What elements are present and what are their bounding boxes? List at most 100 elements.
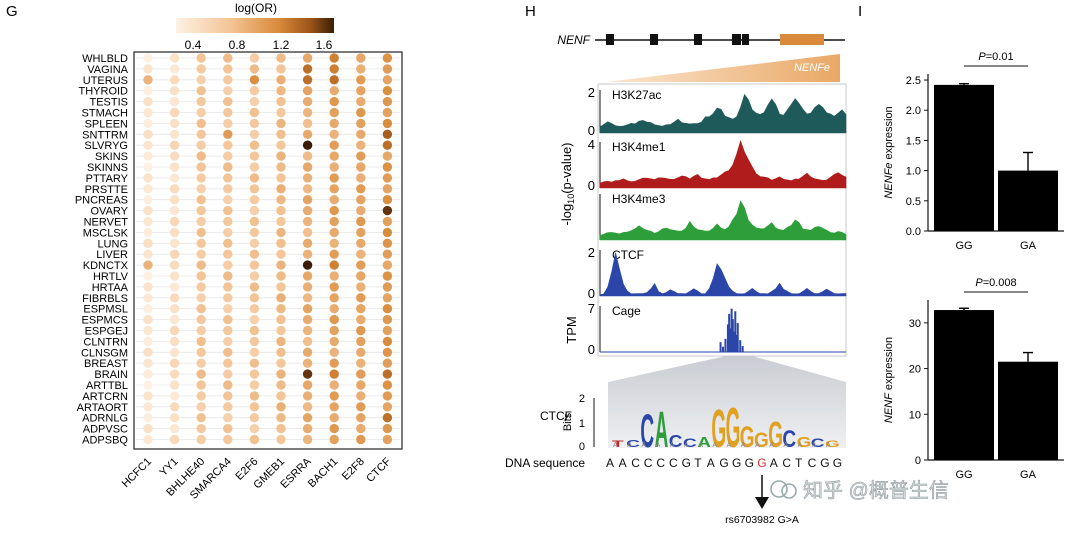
heatmap-dot: [223, 173, 233, 183]
heatmap-dot: [302, 151, 313, 161]
heatmap-dot: [196, 413, 206, 423]
bar-y-tick-label: 0.5: [906, 196, 921, 208]
heatmap-row-label: FIBRBLS: [82, 293, 128, 305]
heatmap-dot: [329, 249, 339, 259]
heatmap-row-label: THYROID: [79, 86, 129, 98]
heatmap-dot: [143, 86, 153, 96]
track-name: H3K4me1: [612, 140, 666, 154]
heatmap-dot: [169, 96, 180, 107]
dna-base: C: [644, 456, 653, 470]
motif-letter: C: [626, 438, 640, 450]
motif-letter: G: [797, 434, 812, 451]
heatmap-dot: [382, 358, 393, 368]
heatmap-dot: [249, 260, 260, 270]
heatmap-dot: [169, 271, 180, 281]
heatmap-dot: [382, 151, 393, 161]
heatmap-dot: [169, 205, 180, 216]
heatmap-dot: [143, 195, 153, 205]
heatmap-row-label: ADPVSC: [83, 424, 128, 436]
heatmap-dot: [223, 64, 233, 74]
heatmap-dot: [302, 369, 313, 379]
track-signal: [599, 93, 847, 134]
heatmap-dot: [276, 369, 286, 379]
heatmap-dot: [223, 282, 233, 292]
heatmap-dot: [143, 53, 153, 63]
heatmap-dot: [196, 64, 206, 74]
dna-base: G: [745, 456, 754, 470]
heatmap-dot: [329, 195, 339, 205]
heatmap-dot: [143, 227, 153, 238]
heatmap-dot: [276, 53, 286, 63]
watermark-icon: [770, 480, 788, 498]
heatmap-dot: [276, 184, 286, 194]
bar-chart-bottom: 0 10 20 30 GG GA P=0.008 NENF expression: [883, 277, 1064, 481]
heatmap-dot: [196, 304, 206, 314]
heatmap-dot: [196, 118, 206, 129]
heatmap-dot: [169, 249, 180, 259]
colorbar: [176, 18, 334, 33]
dna-base: C: [782, 456, 791, 470]
heatmap-dot: [223, 325, 233, 336]
heatmap-dot: [382, 249, 393, 259]
variant-label: rs6703982 G>A: [725, 514, 799, 526]
heatmap-dot: [169, 423, 180, 434]
heatmap-dot: [382, 53, 393, 63]
heatmap-dot: [196, 53, 206, 63]
colorbar-tick: 1.2: [273, 38, 290, 52]
heatmap-dot: [382, 304, 393, 314]
heatmap-dot: [196, 336, 206, 347]
motif-letter: A: [727, 442, 732, 449]
heatmap-row-label: SPLEEN: [85, 118, 128, 130]
heatmap-dot: [249, 402, 260, 412]
heatmap-dot: [356, 358, 366, 368]
heatmap-dot: [302, 96, 313, 107]
pvalue-label: P=0.008: [975, 277, 1016, 289]
heatmap-dot: [223, 227, 233, 238]
bar-category-label: GA: [1020, 469, 1037, 481]
heatmap-dot: [196, 423, 206, 434]
bar-chart-top: 0.0 0.5 1.0 1.5 2.0 2.5 GG GA P=0.01 NENFe expres…: [883, 51, 1064, 252]
heatmap-dot: [276, 260, 286, 270]
colorbar-tick: 1.6: [316, 38, 333, 52]
heatmap-dot: [196, 238, 206, 248]
motif-letter: G: [754, 429, 769, 452]
heatmap-dot: [196, 129, 206, 139]
heatmap-row-label: MSCLSK: [83, 227, 129, 239]
dna-base: T: [795, 456, 803, 470]
motif-letter: C: [669, 431, 683, 451]
heatmap-dot: [169, 325, 180, 336]
heatmap-dot: [329, 369, 339, 379]
heatmap-dot: [302, 140, 313, 150]
heatmap-dot: [276, 151, 286, 161]
heatmap-dot: [382, 271, 393, 281]
heatmap-dot: [356, 325, 366, 336]
motif-letter: A: [627, 442, 632, 449]
heatmap-dot: [276, 282, 286, 292]
heatmap-column-label: YY1: [158, 456, 181, 479]
motif-zoom-wedge: [608, 356, 846, 448]
heatmap-dot: [356, 304, 366, 314]
track-ymax-label: 2: [588, 245, 595, 260]
heatmap-dot: [169, 140, 180, 150]
heatmap-dot: [223, 402, 233, 412]
dna-base: C: [631, 456, 640, 470]
heatmap-dot: [223, 238, 233, 248]
heatmap-dot: [169, 238, 180, 248]
heatmap-dot: [169, 227, 180, 238]
heatmap-row-labels: WHLBLDVAGINAUTERUSTHYROIDTESTISSTMACHSPL…: [75, 53, 129, 447]
heatmap-dot: [382, 336, 393, 347]
heatmap-dot: [382, 391, 393, 401]
bar-category-label: GA: [1020, 240, 1037, 252]
heatmap-row-label: ESPMCS: [82, 315, 128, 327]
heatmap-dot: [223, 107, 233, 118]
heatmap-row-label: ARTCRN: [82, 391, 128, 403]
watermark-text: 知乎 @概普生信: [803, 479, 949, 502]
heatmap-dot: [196, 325, 206, 336]
heatmap-dot: [223, 75, 233, 85]
heatmap-dot: [356, 205, 366, 216]
heatmap-dot: [196, 86, 206, 96]
heatmap-dot: [276, 162, 286, 172]
heatmap-row-label: VAGINA: [87, 64, 128, 76]
dna-base: G: [820, 456, 829, 470]
heatmap-dot: [143, 162, 153, 172]
